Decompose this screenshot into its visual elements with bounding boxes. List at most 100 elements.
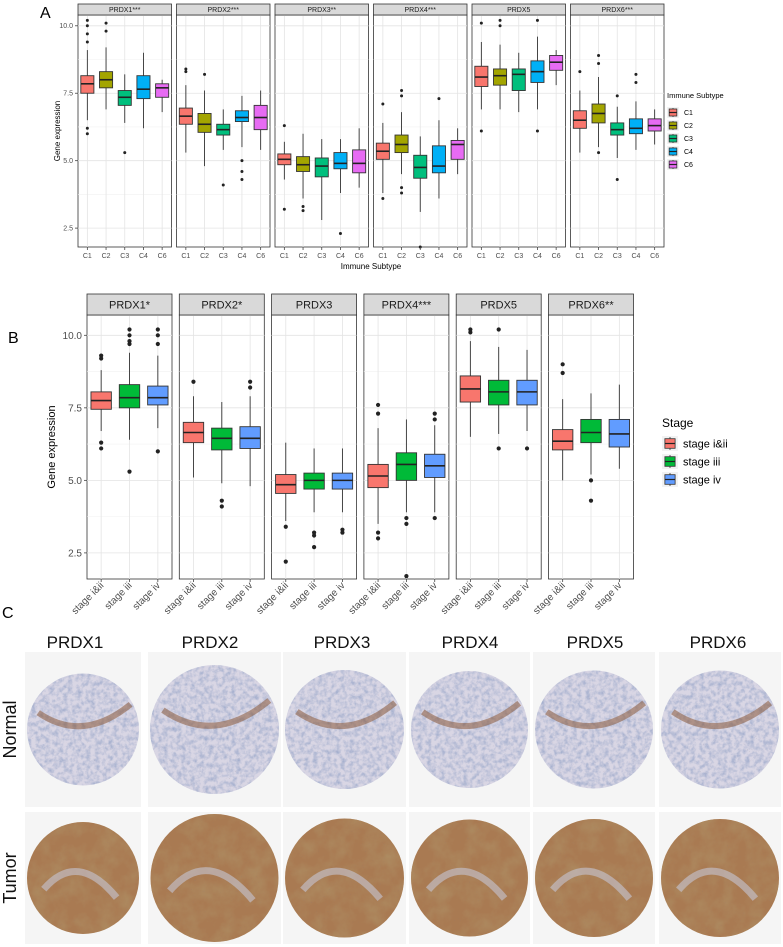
outlier-point [375,536,381,541]
outlier-point [479,21,483,25]
outlier-point [99,440,104,445]
y-axis: 2.5 5.0 7.5 10.0 Gene expression [46,331,87,559]
facet-strip [570,3,665,16]
x-tick-label: stage iii [195,580,227,612]
tissue-nuclei [285,670,404,789]
outlier-point [248,385,253,390]
panel-letter-b: B [8,330,19,347]
outlier-point [404,521,409,526]
outlier-point [184,70,188,74]
box-C3 [511,52,526,113]
outlier-point [400,94,404,98]
outlier-point [312,544,317,550]
box-C6 [352,128,367,188]
outlier-point [99,356,104,361]
outlier-point [104,21,108,25]
x-tick-label: C3 [514,253,523,260]
outlier-point [524,446,530,451]
tissue-nuclei [285,818,404,938]
box-C6 [549,50,564,86]
outlier-point [221,183,225,187]
box-C1 [80,18,95,136]
tissue-nuclei [27,822,139,934]
tissue-nuclei [150,814,279,942]
x-tick-label: C3 [317,253,326,260]
box-stage i&ii [459,327,482,437]
outlier-point [127,327,132,332]
outlier-point [127,341,132,347]
x-tick-label: C1 [477,253,486,260]
box-stage iv [147,327,169,454]
box-iqr [197,113,212,133]
legend-item: C3 [667,133,693,144]
stroma-band [300,867,383,902]
legend-item: stage iii [662,454,720,469]
box-stage iv [331,448,354,535]
outlier-point [375,411,381,416]
y-tick-label: 10.0 [63,331,83,342]
facet-title: PRDX6** [568,299,614,311]
outlier-point [155,449,160,454]
ihc-image-tumor [283,812,406,944]
legend-label: stage iv [683,474,721,486]
outlier-point [498,18,502,22]
x-tick-label: stage i&ii [70,580,106,616]
outlier-point [127,469,132,474]
box-stage i&ii [367,402,389,541]
outlier-point [400,186,404,190]
box-iqr [450,139,465,160]
outlier-point [468,327,473,332]
box-stage iv [424,411,446,521]
x-tick-label: stage i&ii [439,580,475,616]
x-tick-label: C1 [575,253,584,260]
box-iqr [314,157,329,178]
facet-strip [548,293,634,316]
x-tick-label: stage iii [103,580,135,612]
facet-strip [471,3,566,16]
ihc-gene-label: PRDX6 [690,633,747,652]
epithelium-stain [545,700,647,730]
x-tick-label: stage i&ii [162,580,198,616]
x-tick-label: C4 [533,253,542,260]
epithelium-stain [421,700,522,730]
box-stage iv [516,349,538,451]
outlier-point [437,97,441,101]
outlier-point [404,515,409,521]
outlier-point [432,411,437,416]
legend-label: C1 [684,110,693,117]
y-tick-label: 7.5 [68,403,82,414]
box-C3 [216,109,231,187]
box-C1 [178,67,193,153]
stroma-band [676,867,759,901]
x-tick-label: C4 [237,253,246,260]
box-C4 [234,95,249,182]
x-tick-label: stage iv [500,580,532,612]
epithelium-stain [671,700,773,730]
outlier-point [560,362,565,367]
x-tick-label: stage iii [380,580,412,612]
x-tick-label: C4 [336,253,345,260]
outlier-point [301,205,305,209]
tissue-nuclei [150,665,279,794]
box-C1 [375,102,390,200]
legend-item: stage iv [662,472,721,487]
x-axis-title: Immune Subtype [341,262,402,271]
x-tick-label: C2 [594,253,603,260]
x-tick-label: stage iv [592,580,624,612]
outlier-point [283,559,288,564]
x-tick-label: C1 [280,253,289,260]
x-tick-label: C2 [299,253,308,260]
outlier-point [312,530,317,535]
y-axis: 2.5 5.0 7.5 10.0 Gene expression [53,23,78,233]
y-tick-label: 10.0 [59,23,73,30]
box-stage iii [118,327,141,474]
outlier-point [498,24,502,28]
legend-label: stage iii [683,456,720,468]
box-iqr [552,429,574,451]
outlier-point [85,132,89,136]
facet-title: PRDX4*** [404,7,436,14]
facet-3: PRDX3** C1 C2 C3 C4 C6 [274,3,369,260]
